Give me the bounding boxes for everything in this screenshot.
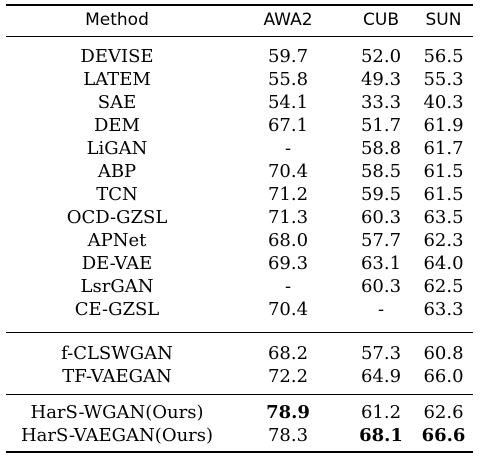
sun-cell: 63.5 [423,207,464,228]
table-row: LiGAN - 58.8 61.7 [6,137,473,160]
method-cell: LiGAN [86,138,148,159]
awa2-cell: 55.8 [267,69,309,90]
sun-cell: 66.6 [421,425,466,446]
sun-cell: 61.5 [423,184,464,205]
sun-cell: 63.3 [423,299,464,320]
method-cell: LsrGAN [80,276,154,297]
sun-cell: 61.9 [423,115,464,136]
header-row: Method AWA2 CUB SUN [6,9,473,32]
awa2-cell: - [284,138,292,159]
group-rule [6,332,473,333]
awa2-cell: 59.7 [267,46,309,67]
sun-cell: 62.6 [423,402,464,423]
cub-cell: - [377,299,385,320]
awa2-cell: 54.1 [267,92,309,113]
method-cell: OCD-GZSL [66,207,168,228]
sun-cell: 40.3 [423,92,464,113]
table-row: CE-GZSL 70.4 - 63.3 [6,298,473,321]
method-cell: DE-VAE [81,253,153,274]
method-cell: SAE [97,92,137,113]
cub-cell: 57.7 [360,230,402,251]
cub-cell: 61.2 [360,402,402,423]
header-cub: CUB [363,10,399,30]
awa2-cell: 67.1 [267,115,309,136]
table-row: DEM 67.1 51.7 61.9 [6,114,473,137]
awa2-cell: 71.3 [267,207,309,228]
cub-cell: 64.9 [360,366,402,387]
awa2-cell: 78.3 [267,425,309,446]
table-row: HarS-VAEGAN(Ours) 78.3 68.1 66.6 [6,424,473,447]
table-row: TCN 71.2 59.5 61.5 [6,183,473,206]
method-cell: LATEM [83,69,151,90]
cub-cell: 58.8 [360,138,402,159]
method-cell: f-CLSWGAN [61,343,173,364]
cub-cell: 63.1 [360,253,402,274]
table-row: HarS-WGAN(Ours) 78.9 61.2 62.6 [6,401,473,424]
table-row: LATEM 55.8 49.3 55.3 [6,68,473,91]
awa2-cell: 78.9 [266,402,310,423]
sun-cell: 56.5 [423,46,464,67]
cub-cell: 59.5 [360,184,402,205]
table-row: DE-VAE 69.3 63.1 64.0 [6,252,473,275]
sun-cell: 66.0 [423,366,464,387]
header-awa2: AWA2 [263,10,313,30]
cub-cell: 58.5 [360,161,402,182]
sun-cell: 62.5 [423,276,464,297]
method-cell: ABP [97,161,137,182]
cub-cell: 60.3 [360,276,402,297]
sun-cell: 61.5 [423,161,464,182]
sun-cell: 62.3 [423,230,464,251]
awa2-cell: 68.2 [267,343,309,364]
sun-cell: 64.0 [423,253,464,274]
header-method: Method [85,10,149,30]
bottom-rule [6,451,473,453]
table-row: ABP 70.4 58.5 61.5 [6,160,473,183]
table-row: DEVISE 59.7 52.0 56.5 [6,45,473,68]
method-cell: APNet [87,230,147,251]
table-row: OCD-GZSL 71.3 60.3 63.5 [6,206,473,229]
method-cell: TCN [96,184,138,205]
awa2-cell: 71.2 [267,184,309,205]
cub-cell: 49.3 [360,69,402,90]
method-cell: HarS-WGAN(Ours) [30,402,204,423]
method-cell: CE-GZSL [74,299,160,320]
awa2-cell: 72.2 [267,366,309,387]
top-rule [6,4,473,6]
awa2-cell: 69.3 [267,253,309,274]
method-cell: HarS-VAEGAN(Ours) [20,425,214,446]
method-cell: DEM [93,115,140,136]
method-cell: TF-VAEGAN [62,366,172,387]
table-row: APNet 68.0 57.7 62.3 [6,229,473,252]
table-row: f-CLSWGAN 68.2 57.3 60.8 [6,342,473,365]
cub-cell: 60.3 [360,207,402,228]
header-sun: SUN [425,10,462,30]
sun-cell: 60.8 [423,343,464,364]
cub-cell: 68.1 [359,425,403,446]
table-row: LsrGAN - 60.3 62.5 [6,275,473,298]
cub-cell: 57.3 [360,343,402,364]
awa2-cell: 70.4 [267,161,309,182]
awa2-cell: - [284,276,292,297]
awa2-cell: 68.0 [267,230,309,251]
group-rule [6,394,473,395]
sun-cell: 61.7 [423,138,464,159]
header-rule [6,36,473,37]
table-row: SAE 54.1 33.3 40.3 [6,91,473,114]
cub-cell: 33.3 [360,92,402,113]
method-cell: DEVISE [80,46,154,67]
awa2-cell: 70.4 [267,299,309,320]
cub-cell: 52.0 [360,46,402,67]
table-row: TF-VAEGAN 72.2 64.9 66.0 [6,365,473,388]
cub-cell: 51.7 [360,115,402,136]
sun-cell: 55.3 [423,69,464,90]
